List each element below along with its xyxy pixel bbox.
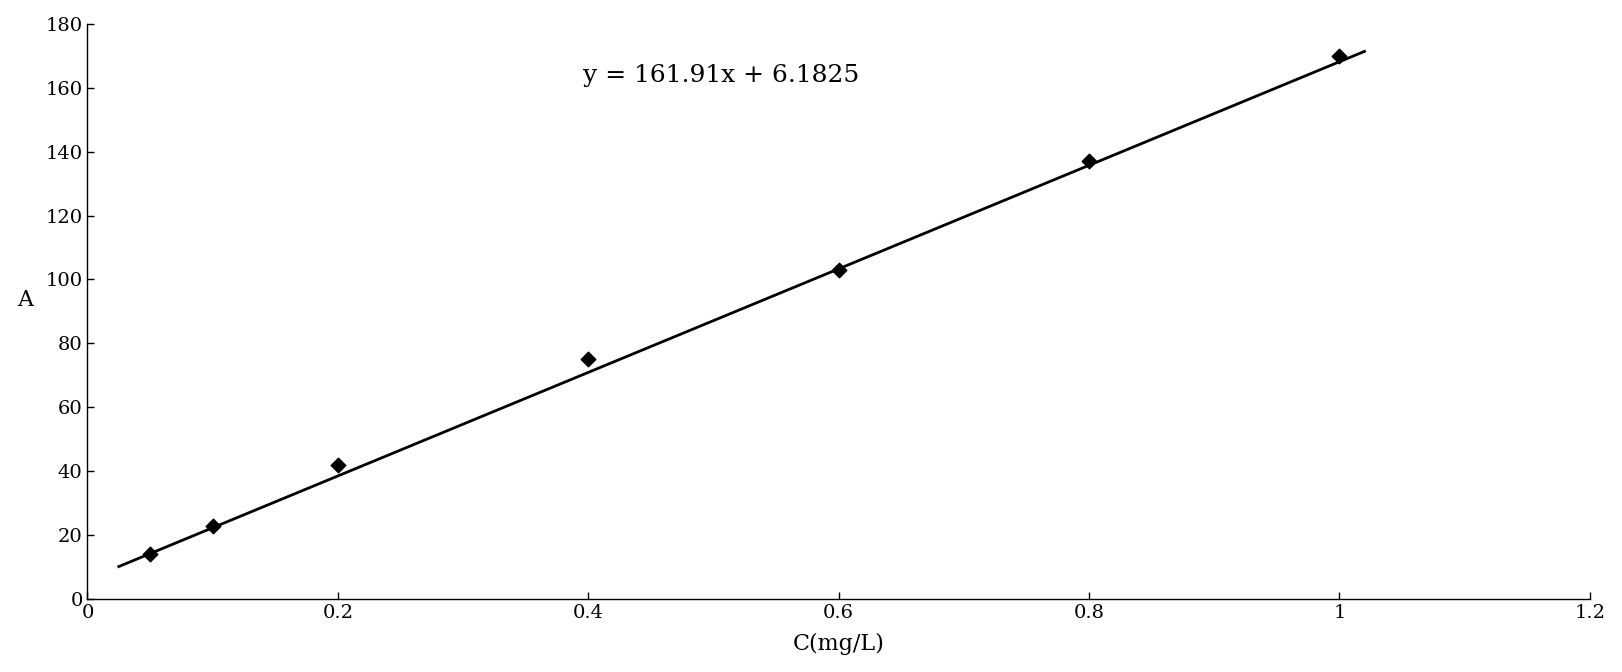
Point xyxy=(1327,50,1353,61)
Y-axis label: A: A xyxy=(16,290,32,311)
X-axis label: C(mg/L): C(mg/L) xyxy=(793,633,884,655)
Point xyxy=(576,354,602,365)
Point xyxy=(324,460,350,470)
Point xyxy=(200,520,225,531)
Point xyxy=(826,265,852,276)
Point xyxy=(138,549,164,560)
Text: y = 161.91x + 6.1825: y = 161.91x + 6.1825 xyxy=(584,64,860,87)
Point xyxy=(1075,156,1101,167)
